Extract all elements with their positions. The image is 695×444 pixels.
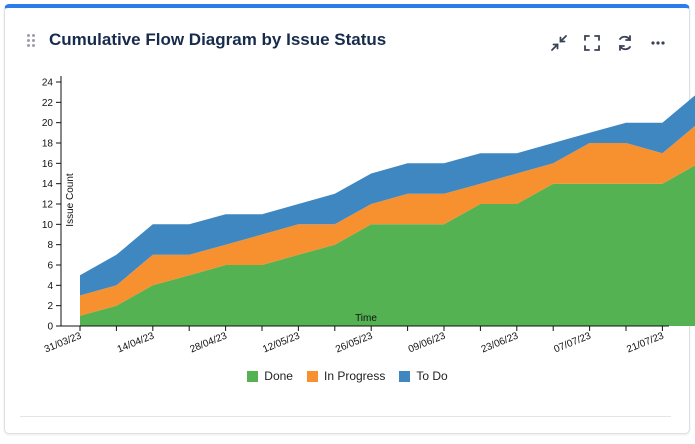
y-tick-label: 4 bbox=[47, 281, 53, 292]
y-tick-label: 0 bbox=[47, 322, 53, 333]
y-tick-label: 18 bbox=[42, 139, 54, 150]
x-tick-label: 12/05/23 bbox=[261, 330, 302, 355]
area-to-do[interactable] bbox=[80, 92, 695, 296]
y-tick-label: 12 bbox=[42, 200, 54, 211]
legend-swatch bbox=[399, 370, 411, 382]
x-tick-label: 28/04/23 bbox=[189, 330, 230, 355]
x-axis-title: Time bbox=[355, 313, 377, 324]
area-done[interactable] bbox=[80, 163, 695, 326]
chart-legend: Done In Progress To Do bbox=[0, 369, 695, 383]
y-tick-label: 20 bbox=[42, 118, 54, 129]
legend-label: In Progress bbox=[323, 369, 386, 383]
refresh-icon[interactable] bbox=[614, 32, 636, 54]
x-tick-label: 07/07/23 bbox=[553, 330, 594, 355]
legend-swatch bbox=[306, 370, 318, 382]
x-tick-label: 14/04/23 bbox=[116, 330, 157, 355]
y-tick-label: 24 bbox=[42, 78, 54, 89]
legend-label: Done bbox=[264, 369, 293, 383]
more-options-icon[interactable] bbox=[647, 32, 669, 54]
x-tick-label: 23/06/23 bbox=[480, 330, 521, 355]
drag-handle-icon[interactable] bbox=[27, 34, 37, 48]
area-in-progress[interactable] bbox=[80, 123, 695, 316]
widget-toolbar bbox=[548, 32, 669, 54]
y-tick-label: 2 bbox=[47, 301, 53, 312]
y-tick-label: 22 bbox=[42, 98, 54, 109]
x-tick-label: 21/07/23 bbox=[625, 330, 666, 355]
x-tick-label: 31/03/23 bbox=[43, 330, 84, 355]
legend-label: To Do bbox=[416, 369, 448, 383]
legend-item-to-do[interactable]: To Do bbox=[399, 369, 448, 383]
y-tick-label: 10 bbox=[42, 220, 54, 231]
legend-swatch bbox=[247, 370, 259, 382]
fullscreen-icon[interactable] bbox=[581, 32, 603, 54]
x-tick-label: 09/06/23 bbox=[407, 330, 448, 355]
y-tick-label: 6 bbox=[47, 261, 53, 272]
y-tick-label: 16 bbox=[42, 159, 54, 170]
y-tick-label: 8 bbox=[47, 240, 53, 251]
widget-title: Cumulative Flow Diagram by Issue Status bbox=[49, 30, 387, 49]
collapse-icon[interactable] bbox=[548, 32, 570, 54]
x-tick-label: 26/05/23 bbox=[334, 330, 375, 355]
legend-item-done[interactable]: Done bbox=[247, 369, 293, 383]
divider bbox=[20, 416, 671, 417]
legend-item-in-progress[interactable]: In Progress bbox=[306, 369, 386, 383]
y-axis-title: Issue Count bbox=[65, 173, 76, 227]
y-tick-label: 14 bbox=[42, 179, 54, 190]
